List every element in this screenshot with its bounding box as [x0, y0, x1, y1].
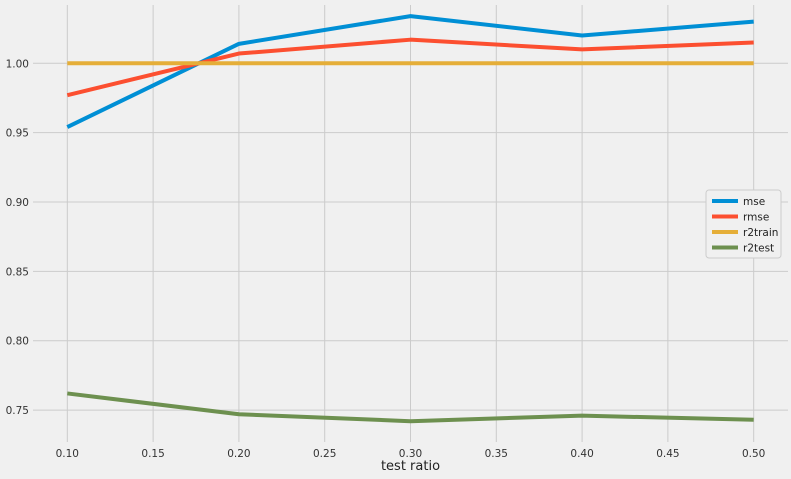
x-tick-label: 0.10: [56, 448, 79, 460]
series-line-rmse: [66, 37, 754, 98]
x-tick-label: 0.50: [742, 448, 765, 460]
x-tick-label: 0.20: [227, 448, 250, 460]
x-tick-label: 0.15: [141, 448, 164, 460]
x-axis-label: test ratio: [381, 459, 440, 474]
y-tick-label: 0.80: [6, 336, 29, 348]
series-line-mse: [66, 14, 754, 129]
x-tick-label: 0.30: [399, 448, 422, 460]
series-line-r2test: [67, 391, 754, 424]
y-tick-label: 0.85: [6, 266, 29, 278]
y-tick-label: 0.90: [6, 197, 29, 209]
series-lines: [66, 14, 754, 424]
x-tick-label: 0.35: [485, 448, 508, 460]
y-tick-label: 0.75: [6, 405, 29, 417]
x-tick-label: 0.45: [656, 448, 679, 460]
legend-box: [705, 189, 782, 259]
x-tick-label: 0.40: [570, 448, 593, 460]
legend: mse rmse r2train r2test: [705, 189, 782, 259]
legend-label-r2train: r2train: [743, 227, 778, 239]
legend-label-rmse: rmse: [743, 212, 769, 224]
y-tick-label: 0.95: [6, 128, 29, 140]
tick-labels: 0.10 0.15 0.20 0.25 0.30 0.35 0.40 0.45 0.50 0.75…: [6, 58, 766, 460]
legend-label-r2test: r2test: [743, 243, 774, 255]
y-tick-label: 1.00: [6, 58, 29, 70]
x-tick-label: 0.25: [313, 448, 336, 460]
legend-label-mse: mse: [743, 196, 765, 208]
